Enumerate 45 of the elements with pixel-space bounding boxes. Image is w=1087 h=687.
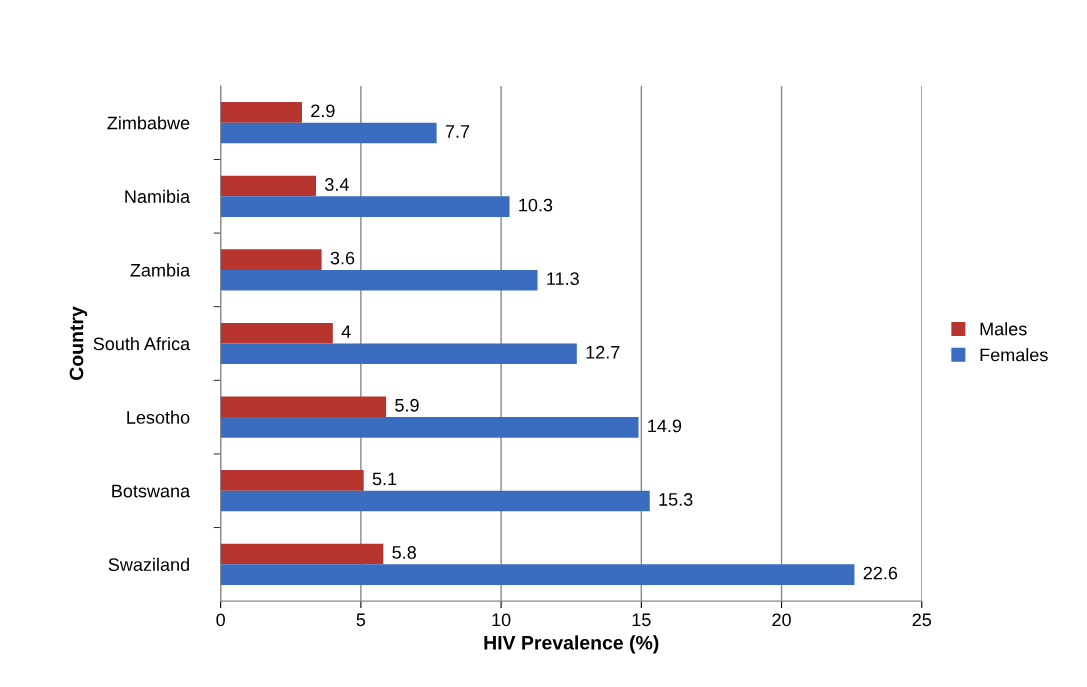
bar bbox=[220, 417, 639, 438]
bar bbox=[220, 543, 384, 565]
bar bbox=[220, 269, 538, 291]
x-axis-title: HIV Prevalence (%) bbox=[484, 635, 659, 654]
data-label: 15.3 bbox=[659, 493, 693, 506]
data-label: 7.7 bbox=[445, 125, 470, 138]
data-label: 10.3 bbox=[519, 198, 553, 212]
x-tick-label: 0 bbox=[216, 613, 225, 627]
y-tick-label: Namibia bbox=[125, 189, 191, 204]
data-label: 22.6 bbox=[863, 566, 898, 580]
data-label: 5.1 bbox=[372, 472, 397, 486]
legend-label: Females bbox=[980, 348, 1048, 362]
y-tick-label: Swaziland bbox=[108, 557, 189, 572]
y-axis-title: Country bbox=[69, 306, 88, 380]
data-label: 11.3 bbox=[547, 272, 579, 286]
bar bbox=[220, 196, 510, 217]
bar bbox=[220, 343, 577, 365]
y-tick-label: South Africa bbox=[93, 336, 191, 351]
bar bbox=[220, 249, 322, 270]
bar bbox=[220, 175, 317, 197]
bar bbox=[220, 564, 855, 585]
data-label: 2.9 bbox=[311, 104, 335, 118]
data-label: 12.7 bbox=[586, 345, 620, 359]
data-label: 14.9 bbox=[648, 419, 682, 433]
data-label: 3.6 bbox=[330, 251, 355, 265]
data-label: 5.9 bbox=[395, 398, 419, 412]
x-tick-label: 20 bbox=[772, 613, 791, 627]
bar bbox=[220, 470, 364, 491]
bar bbox=[220, 490, 650, 512]
y-tick-label: Lesotho bbox=[127, 410, 190, 424]
bar bbox=[220, 322, 333, 344]
data-label: 4 bbox=[341, 325, 351, 338]
legend-label: Males bbox=[980, 322, 1027, 336]
y-tick-label: Zambia bbox=[130, 263, 191, 277]
data-label: 3.4 bbox=[325, 178, 349, 191]
y-tick-label: Zimbabwe bbox=[107, 116, 190, 130]
y-tick-label: Botswana bbox=[112, 484, 191, 498]
x-tick-label: 10 bbox=[492, 613, 511, 627]
data-label: 5.8 bbox=[392, 546, 416, 559]
bar bbox=[220, 102, 302, 123]
x-tick-label: 5 bbox=[356, 613, 366, 627]
bar bbox=[220, 396, 387, 418]
x-tick-label: 15 bbox=[632, 613, 651, 627]
bar bbox=[220, 122, 437, 144]
x-tick-label: 25 bbox=[912, 613, 932, 627]
